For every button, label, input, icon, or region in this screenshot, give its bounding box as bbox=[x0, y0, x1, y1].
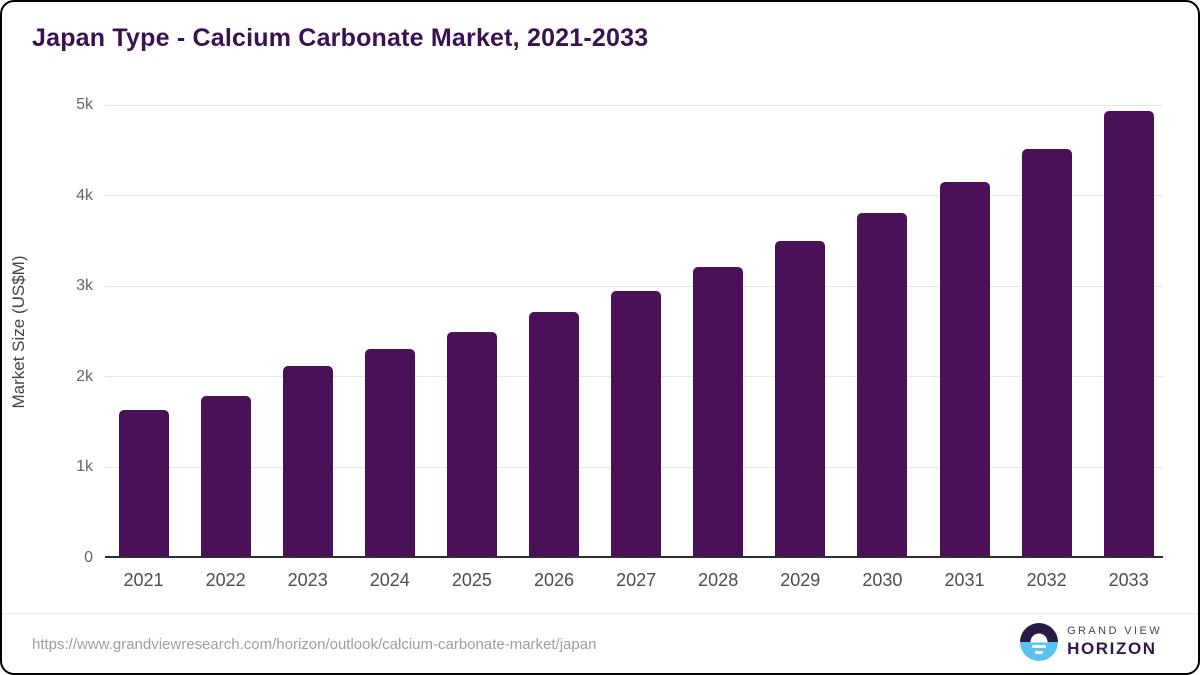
x-tick-label: 2021 bbox=[123, 570, 164, 590]
y-tick-label: 1k bbox=[76, 458, 93, 476]
x-tick-label: 2032 bbox=[1026, 570, 1067, 590]
y-tick-label: 4k bbox=[76, 186, 93, 204]
x-axis-line bbox=[105, 556, 1163, 558]
y-tick-label: 3k bbox=[76, 277, 93, 295]
bar-2028 bbox=[693, 267, 744, 558]
y-axis-title: Market Size (US$M) bbox=[9, 255, 28, 409]
bar-2030 bbox=[857, 212, 908, 558]
x-tick-label: 2030 bbox=[862, 570, 903, 590]
bar-2025 bbox=[446, 331, 497, 558]
y-tick-label: 2k bbox=[76, 367, 93, 385]
chart-title: Japan Type - Calcium Carbonate Market, 2… bbox=[32, 24, 649, 52]
x-tick-label: 2022 bbox=[205, 570, 246, 590]
y-tick-label: 0 bbox=[84, 549, 93, 566]
gridline bbox=[105, 195, 1163, 197]
gridline bbox=[105, 104, 1163, 106]
bar-2023 bbox=[282, 365, 333, 558]
bar-2033 bbox=[1103, 111, 1154, 558]
x-tick-label: 2025 bbox=[451, 570, 492, 590]
bar-2029 bbox=[775, 240, 826, 558]
bar-2032 bbox=[1021, 148, 1072, 558]
y-tick-label: 5k bbox=[76, 96, 93, 113]
x-tick-label: 2028 bbox=[698, 570, 739, 590]
x-tick-label: 2031 bbox=[944, 570, 985, 590]
horizon-sunrise-icon bbox=[1020, 623, 1059, 661]
x-tick-label: 2033 bbox=[1108, 570, 1149, 590]
logo-brand-name: GRAND VIEW bbox=[1067, 625, 1162, 637]
x-tick-label: 2023 bbox=[287, 570, 328, 590]
bar-2021 bbox=[118, 410, 169, 558]
logo-product-name: HORIZON bbox=[1067, 639, 1157, 658]
bar-2027 bbox=[611, 290, 662, 558]
x-tick-label: 2027 bbox=[616, 570, 657, 590]
grand-view-horizon-logo: GRAND VIEW HORIZON bbox=[1020, 623, 1162, 661]
gridline bbox=[105, 285, 1163, 287]
x-tick-label: 2026 bbox=[533, 570, 575, 590]
plot-area bbox=[105, 104, 1163, 558]
bar-2024 bbox=[364, 348, 415, 558]
x-tick-label: 2024 bbox=[369, 570, 410, 590]
source-url: https://www.grandviewresearch.com/horizo… bbox=[32, 636, 597, 653]
bar-2031 bbox=[939, 182, 990, 558]
x-tick-label: 2029 bbox=[780, 570, 821, 590]
bar-2026 bbox=[529, 311, 579, 558]
bar-2022 bbox=[200, 395, 251, 558]
footer: https://www.grandviewresearch.com/horizo… bbox=[0, 613, 1200, 675]
